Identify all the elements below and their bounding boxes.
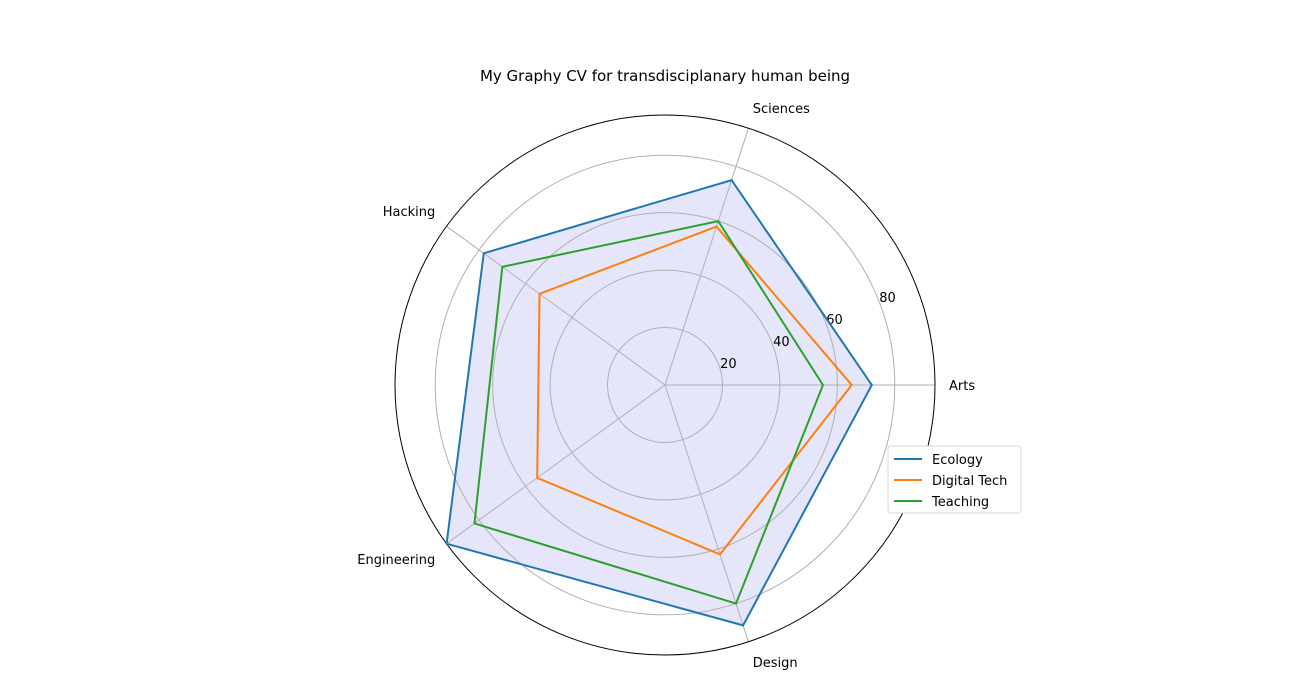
- outer-frame: [394, 114, 936, 656]
- spoke-engineering: [446, 384, 666, 545]
- legend-entry: Digital Tech: [932, 474, 1007, 489]
- legend-entry: Teaching: [931, 495, 989, 510]
- radial-tick-label: 40: [773, 335, 790, 350]
- plot-area: 20406080ArtsSciencesHackingEngineeringDe…: [357, 102, 975, 671]
- fill-area: [446, 180, 872, 626]
- series-line-teaching: [473, 219, 825, 605]
- series-line-ecology: [445, 178, 873, 627]
- axis-label-arts: Arts: [949, 379, 975, 394]
- axis-label-hacking: Hacking: [383, 205, 436, 220]
- axis-label-sciences: Sciences: [753, 102, 810, 117]
- chart-title: My Graphy CV for transdisciplanary human…: [480, 67, 850, 85]
- radial-tick-label: 80: [879, 291, 896, 306]
- legend-entry: Ecology: [932, 453, 983, 468]
- legend-box: [887, 445, 1022, 514]
- radial-tick-label: 20: [720, 357, 737, 372]
- spoke-sciences: [664, 128, 749, 386]
- legend: Ecology Digital Tech Teaching: [887, 445, 1022, 514]
- axis-label-engineering: Engineering: [357, 553, 435, 568]
- spoke-design: [664, 384, 749, 642]
- axis-label-design: Design: [753, 656, 798, 671]
